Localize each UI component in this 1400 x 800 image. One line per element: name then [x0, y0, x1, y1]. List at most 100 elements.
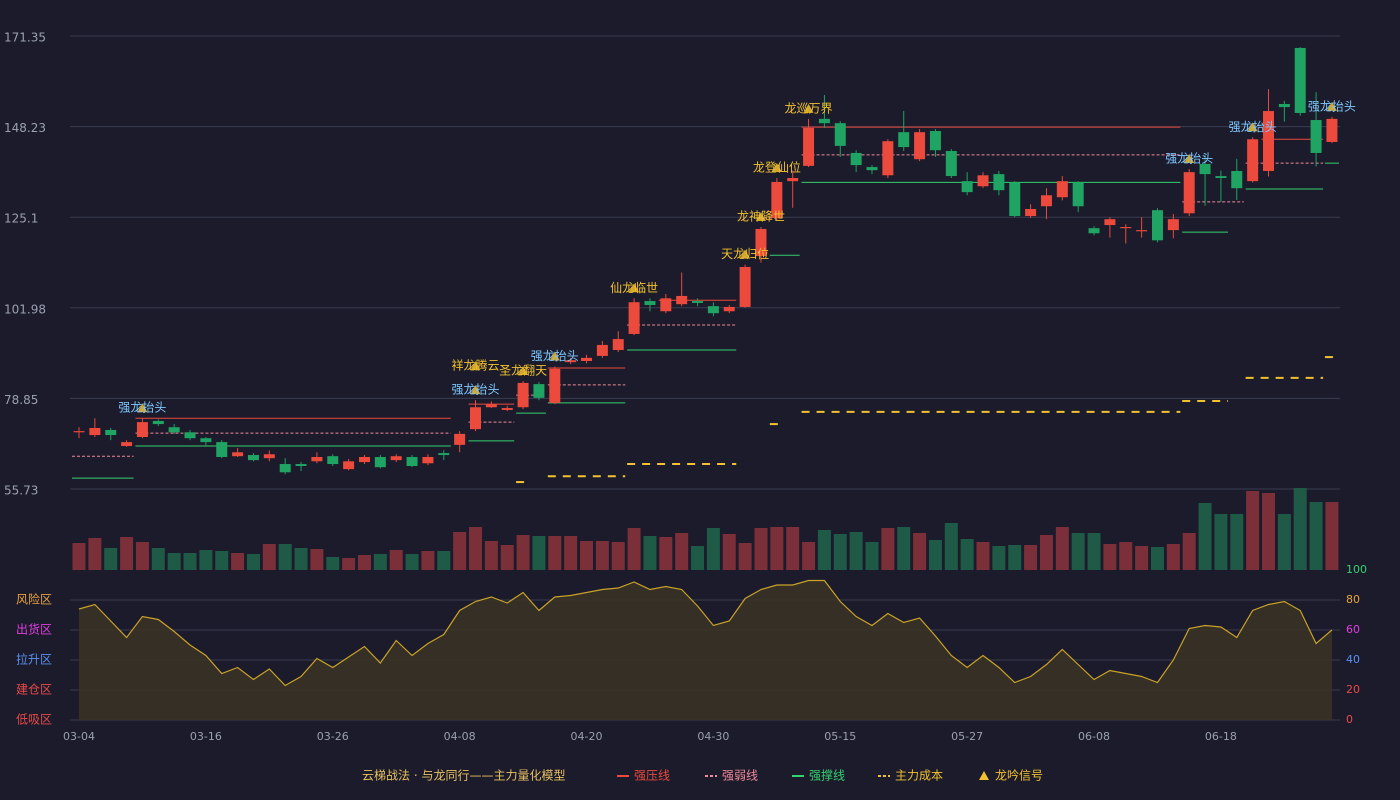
candle-body: [1088, 228, 1100, 234]
candle-body: [168, 427, 180, 433]
candle-body: [787, 178, 799, 182]
candle-body: [866, 167, 878, 171]
candle-body: [628, 302, 640, 334]
volume-bar: [326, 557, 340, 570]
candle-body: [945, 150, 957, 177]
candle-body: [612, 339, 624, 351]
candle-body: [1025, 208, 1037, 217]
candle-body: [1120, 227, 1132, 229]
volume-bar: [944, 523, 958, 570]
volume-bar: [1230, 514, 1244, 570]
candle-body: [1278, 103, 1290, 108]
candle-body: [295, 464, 307, 467]
candle-body: [200, 438, 212, 443]
signal-marker: [470, 385, 481, 395]
y-tick-label: 低吸区: [16, 713, 52, 727]
x-tick-label: 04-08: [444, 730, 476, 743]
volume-bar: [231, 553, 245, 570]
volume-bar: [1119, 542, 1133, 570]
y-tick-label: 78.85: [4, 393, 38, 407]
volume-bar: [1055, 527, 1069, 570]
candle-body: [850, 152, 862, 166]
y2-tick-label: 20: [1346, 683, 1360, 696]
volume-bar: [1039, 535, 1053, 570]
volume-bar: [928, 540, 942, 570]
volume-bar: [278, 544, 292, 570]
volume-bar: [976, 542, 990, 570]
candle-body: [89, 427, 101, 436]
volume-bar: [1246, 491, 1260, 570]
candle-body: [216, 442, 228, 457]
y-tick-label: 55.73: [4, 484, 38, 498]
signal-marker: [518, 365, 529, 375]
candle-body: [232, 452, 244, 457]
signal-marker: [1247, 122, 1258, 132]
y-tick-label: 125.1: [4, 212, 38, 226]
candle-body: [1167, 219, 1179, 231]
candle-body: [1072, 182, 1084, 207]
volume-bar: [1277, 514, 1291, 570]
volume-bar: [913, 533, 927, 570]
y2-tick-label: 0: [1346, 713, 1353, 726]
candle-body: [1215, 176, 1227, 179]
y-tick-label: 建仓区: [16, 683, 52, 697]
volume-bar: [691, 546, 705, 570]
volume-bar: [580, 541, 594, 570]
legend-label: 强压线: [634, 769, 670, 783]
legend-label: 强弱线: [722, 769, 758, 783]
volume-bar: [357, 555, 371, 570]
signal-label: 强龙抬头: [118, 401, 166, 415]
volume-bar: [1198, 503, 1212, 570]
candle-body: [517, 382, 529, 408]
candle-body: [929, 131, 941, 151]
volume-bar: [1008, 545, 1022, 570]
volume-bar: [246, 554, 260, 570]
candle-body: [1136, 230, 1148, 232]
volume-bar: [865, 542, 879, 570]
y2-tick-label: 80: [1346, 593, 1360, 606]
candle-body: [406, 456, 418, 467]
candle-body: [644, 301, 656, 305]
candle-body: [390, 456, 402, 461]
volume-bar: [817, 530, 831, 570]
signal-label: 强龙抬头: [531, 349, 579, 363]
volume-bar: [1214, 514, 1228, 570]
y-tick-label: 171.35: [4, 31, 46, 45]
volume-bar: [405, 554, 419, 570]
candle-body: [374, 456, 386, 468]
volume-bar: [564, 536, 578, 570]
volume-bar: [437, 551, 451, 570]
candle-body: [1040, 195, 1052, 207]
signal-marker: [470, 361, 481, 371]
candle-body: [358, 456, 370, 463]
signal-marker: [740, 249, 751, 259]
candle-body: [105, 429, 117, 436]
volume-bar: [802, 542, 816, 570]
volume-bar: [595, 541, 609, 570]
signal-label: 强龙抬头: [1308, 99, 1356, 113]
volume-bar: [706, 528, 720, 570]
candle-body: [454, 433, 466, 445]
volume-bar: [627, 528, 641, 570]
legend-label: 强撑线: [809, 768, 845, 783]
candle-body: [501, 408, 513, 410]
x-tick-label: 03-26: [317, 730, 349, 743]
volume-bar: [72, 543, 86, 570]
signal-marker: [137, 403, 148, 413]
candle-body: [327, 456, 339, 465]
volume-bar: [88, 538, 102, 570]
volume-bar: [738, 543, 752, 570]
signal-marker: [771, 163, 782, 173]
signal-marker: [755, 212, 766, 222]
volume-bar: [1071, 533, 1085, 570]
volume-bar: [548, 536, 562, 570]
volume-bar: [611, 542, 625, 570]
volume-bar: [484, 541, 498, 570]
candle-body: [755, 228, 767, 256]
x-tick-label: 04-30: [697, 730, 729, 743]
volume-bar: [643, 536, 657, 570]
legend-label: 主力成本: [895, 769, 943, 783]
y-tick-label: 出货区: [16, 622, 52, 637]
candle-body: [676, 295, 688, 305]
y2-tick-label: 100: [1346, 563, 1367, 576]
